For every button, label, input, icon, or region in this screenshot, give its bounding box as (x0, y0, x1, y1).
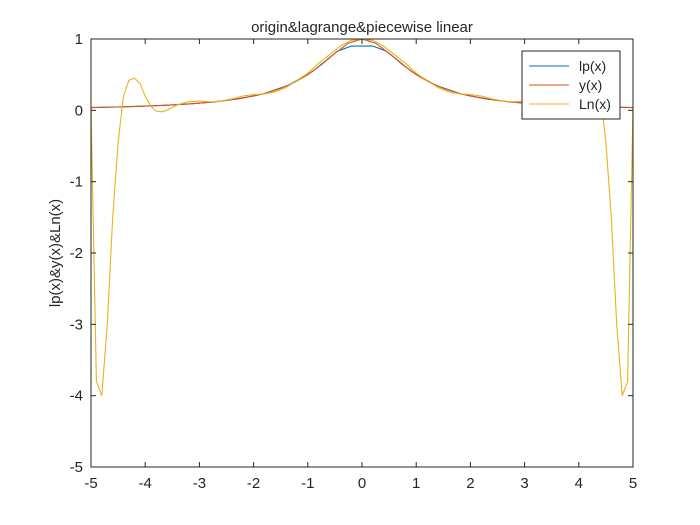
y-tick-label: 1 (75, 31, 83, 48)
axis-ticks: -5 -4 -3 -2 -1 0 1 2 3 4 5 -5 -4 -3 -2 -1 0 1 (70, 31, 638, 492)
chart-title: origin&lagrange&piecewise linear (251, 19, 473, 36)
y-tick-label: 0 (75, 102, 83, 119)
y-tick-label: -2 (70, 245, 83, 262)
x-tick-label: 3 (520, 475, 528, 492)
y-tick-label: -4 (70, 388, 83, 405)
x-tick-label: 4 (575, 475, 583, 492)
legend: lp(x) y(x) Ln(x) (521, 50, 621, 120)
x-tick-label: -5 (84, 475, 97, 492)
legend-label: y(x) (579, 77, 602, 93)
legend-label: lp(x) (579, 58, 606, 74)
y-tick-label: -1 (70, 174, 83, 191)
x-tick-label: 1 (412, 475, 420, 492)
y-tick-label: -3 (70, 316, 83, 333)
x-tick-label: 2 (466, 475, 474, 492)
x-tick-label: -1 (301, 475, 314, 492)
x-tick-label: 0 (358, 475, 366, 492)
legend-label: Ln(x) (579, 96, 611, 112)
x-tick-label: -3 (193, 475, 206, 492)
x-tick-label: -2 (247, 475, 260, 492)
y-tick-label: -5 (70, 459, 83, 476)
x-tick-label: -4 (139, 475, 152, 492)
y-axis-label: lp(x)&y(x)&Ln(x) (47, 199, 64, 307)
x-tick-label: 5 (629, 475, 637, 492)
